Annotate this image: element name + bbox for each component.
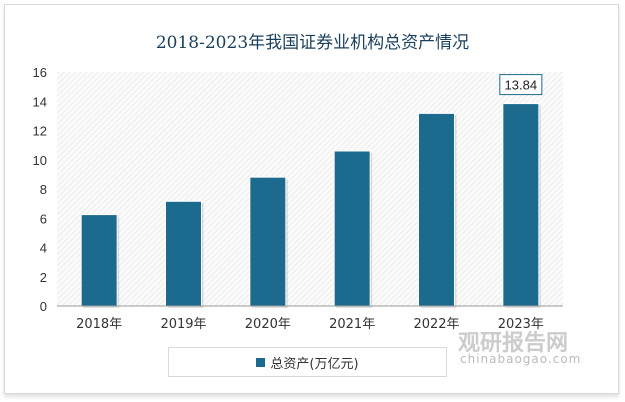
bar <box>418 112 455 307</box>
x-tick-label: 2019年 <box>160 317 206 332</box>
y-tick-label: 8 <box>40 182 47 197</box>
y-tick-label: 0 <box>40 299 47 314</box>
x-tick-label: 2021年 <box>329 317 375 332</box>
y-tick-label: 4 <box>40 241 47 256</box>
legend: 总资产(万亿元) <box>168 347 447 377</box>
bar <box>165 200 202 307</box>
plot-area <box>57 72 563 306</box>
x-tick-label: 2022年 <box>413 317 459 332</box>
x-tick-label: 2023年 <box>498 317 544 332</box>
x-tick-label: 2018年 <box>76 317 122 332</box>
x-tick-label: 2020年 <box>245 317 291 332</box>
bar <box>333 150 371 307</box>
chart-title: 2018-2023年我国证券业机构总资产情况 <box>155 33 470 53</box>
y-tick-label: 14 <box>33 94 47 109</box>
legend-label: 总资产(万亿元) <box>270 356 359 372</box>
data-label-box <box>499 74 543 96</box>
y-tick-label: 10 <box>33 153 47 168</box>
y-tick-label: 2 <box>40 270 47 285</box>
legend-swatch <box>256 357 266 367</box>
bar <box>502 103 540 307</box>
watermark-site: chinabaogao.com <box>460 352 582 366</box>
y-tick-label: 6 <box>40 211 47 226</box>
watermark-brand: 观研报告网 <box>458 331 569 356</box>
y-tick-label: 12 <box>33 124 47 139</box>
bar <box>249 176 287 307</box>
y-tick-label: 16 <box>33 65 47 80</box>
data-label: 13.84 <box>505 78 538 93</box>
bar <box>80 214 118 307</box>
